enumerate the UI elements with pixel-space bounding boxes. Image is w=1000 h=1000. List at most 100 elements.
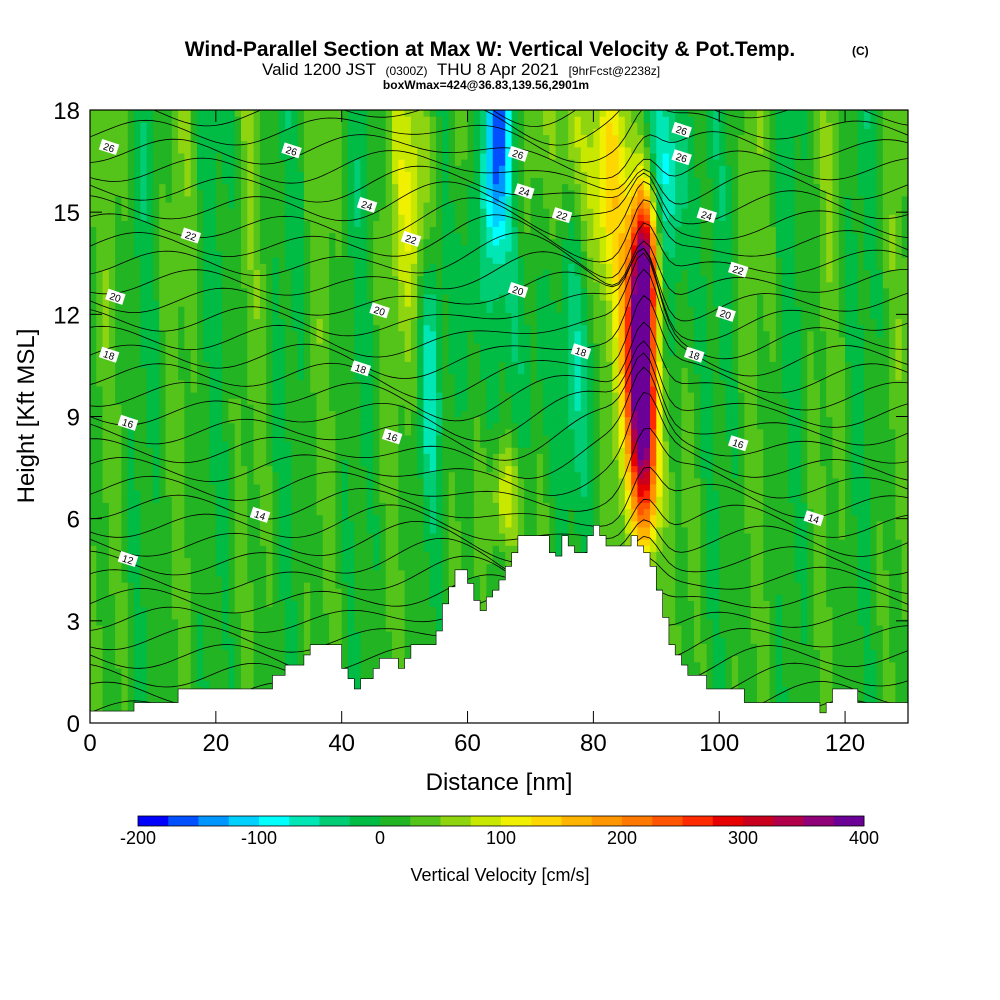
field-cell [291,539,299,546]
field-cell [297,159,305,166]
field-cell [266,275,274,283]
field-cell [215,471,223,479]
field-cell [152,287,160,295]
field-cell [102,667,110,675]
field-cell [329,624,336,632]
field-cell [90,502,97,510]
field-cell [209,214,217,221]
field-cell [215,434,223,442]
field-cell [241,257,248,264]
field-cell [253,257,261,264]
field-cell [247,201,255,209]
field-cell [178,367,185,375]
field-cell [222,441,230,448]
field-cell [253,208,261,215]
field-cell [347,588,355,595]
field-cell [159,269,167,277]
field-cell [385,563,393,571]
field-cell [178,551,185,559]
field-cell [127,336,135,344]
field-cell [272,508,280,516]
field-cell [184,342,192,350]
field-cell [366,655,374,663]
field-cell [234,465,242,473]
field-cell [347,201,355,209]
field-cell [297,618,305,626]
field-cell [310,557,318,565]
field-cell [140,502,148,510]
field-cell [165,434,173,442]
subtitle-valid: Valid 1200 JST [262,60,376,79]
field-cell [178,269,185,277]
field-cell [165,624,173,632]
field-cell [96,281,104,289]
field-cell [184,238,192,246]
field-cell [90,355,97,362]
field-cell [259,637,267,644]
field-cell [159,404,167,411]
field-cell [392,631,399,638]
field-cell [392,563,399,571]
field-cell [203,152,211,160]
field-cell [247,649,255,657]
field-cell [385,404,393,411]
field-cell [241,349,248,356]
field-cell [90,667,97,675]
field-cell [297,422,305,430]
field-cell [108,410,116,418]
field-cell [228,189,236,197]
field-cell [134,575,141,583]
field-cell [108,508,116,516]
field-cell [140,349,148,356]
field-cell [341,606,349,614]
field-cell [203,526,211,534]
field-cell [228,238,236,246]
field-cell [140,582,148,589]
field-cell [259,349,267,356]
chart-title: Wind-Parallel Section at Max W: Vertical… [185,38,796,61]
field-cell [108,385,116,393]
field-cell [347,263,355,270]
field-cell [209,312,217,320]
field-cell [303,342,311,350]
field-cell [291,355,299,362]
field-cell [272,146,280,154]
field-cell [228,404,236,411]
field-cell [366,385,374,393]
field-cell [297,367,305,375]
field-cell [190,655,198,663]
field-cell [140,600,148,608]
field-cell [140,655,148,663]
field-cell [259,545,267,552]
field-cell [165,532,173,540]
field-cell [190,643,198,651]
field-cell [347,637,355,644]
field-cell [165,545,173,552]
field-cell [115,404,123,411]
field-cell [184,453,192,461]
field-cell [203,508,211,516]
field-cell [96,391,104,399]
field-cell [134,459,141,467]
field-cell [347,545,355,552]
field-cell [159,220,167,228]
field-cell [322,189,330,197]
field-cell [222,673,230,681]
field-cell [347,195,355,203]
field-cell [272,496,280,503]
field-cell [266,214,274,221]
field-cell [159,367,167,375]
field-cell [90,140,97,148]
field-cell [96,214,104,221]
field-cell [178,508,185,516]
field-cell [165,502,173,510]
field-cell [121,673,129,681]
field-cell [354,563,362,571]
field-cell [373,459,381,467]
field-cell [373,422,381,430]
field-cell [165,441,173,448]
field-cell [316,238,324,246]
field-cell [102,128,110,136]
field-cell [90,410,97,418]
field-cell [385,600,393,608]
